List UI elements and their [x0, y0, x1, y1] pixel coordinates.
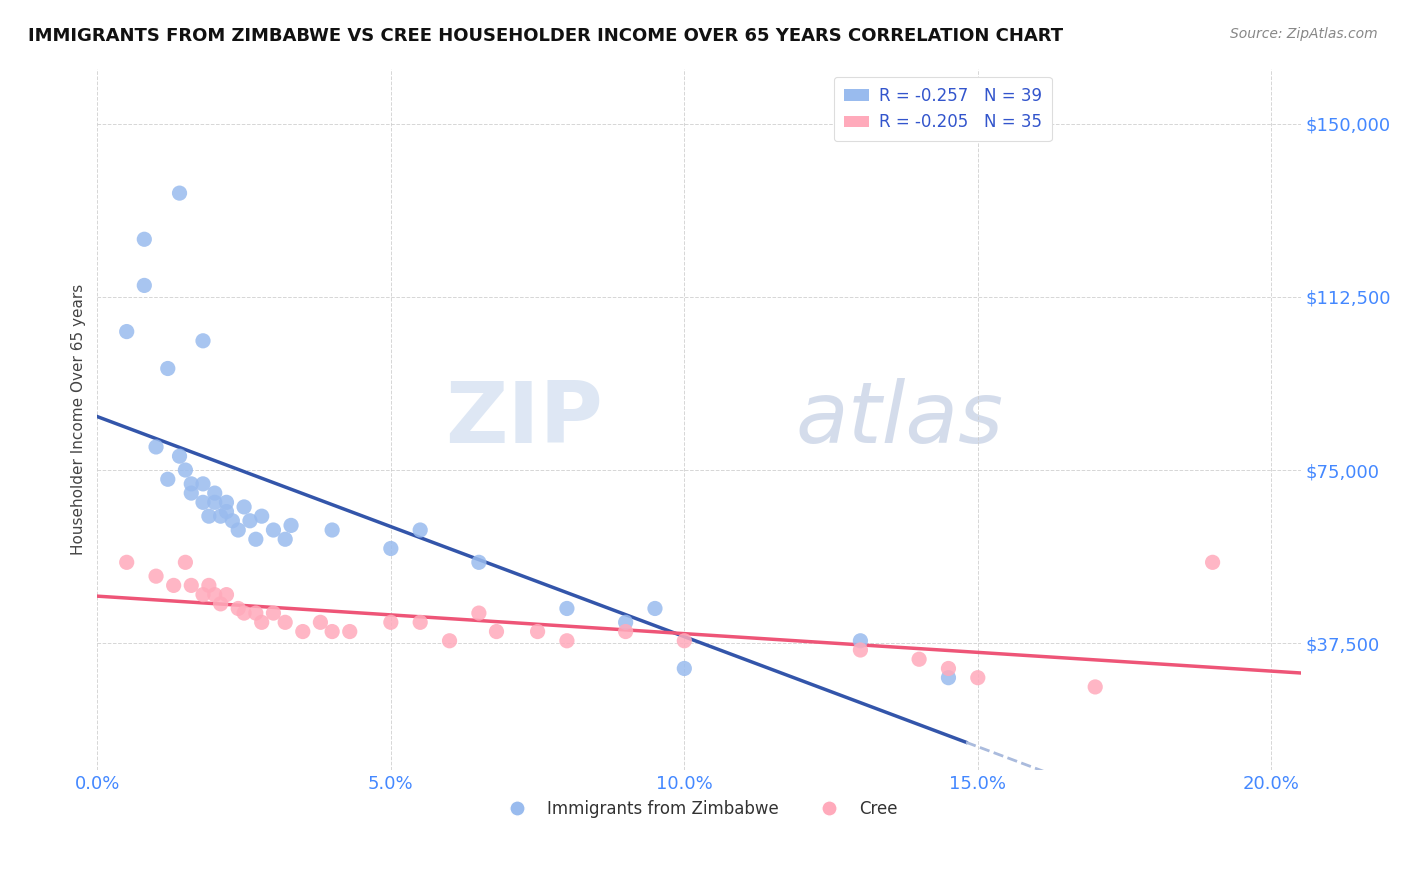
Point [191, 495, 214, 509]
Point [156, 472, 179, 486]
Point [250, 509, 273, 524]
Point [180, 476, 202, 491]
Point [134, 278, 156, 293]
Point [321, 624, 343, 639]
Point [339, 624, 361, 639]
Point [209, 509, 232, 524]
Text: Source: ZipAtlas.com: Source: ZipAtlas.com [1230, 27, 1378, 41]
Point [215, 504, 238, 518]
Point [485, 624, 508, 639]
Point [215, 495, 238, 509]
Point [204, 495, 226, 509]
Point [180, 578, 202, 592]
Text: atlas: atlas [796, 377, 1004, 461]
Text: IMMIGRANTS FROM ZIMBABWE VS CREE HOUSEHOLDER INCOME OVER 65 YEARS CORRELATION CH: IMMIGRANTS FROM ZIMBABWE VS CREE HOUSEHO… [28, 27, 1063, 45]
Point [115, 555, 138, 569]
Point [321, 523, 343, 537]
Point [439, 633, 461, 648]
Legend: Immigrants from Zimbabwe, Cree: Immigrants from Zimbabwe, Cree [494, 794, 904, 825]
Point [1201, 555, 1223, 569]
Y-axis label: Householder Income Over 65 years: Householder Income Over 65 years [72, 284, 86, 555]
Point [280, 518, 302, 533]
Point [849, 643, 872, 657]
Point [966, 671, 988, 685]
Point [409, 523, 432, 537]
Point [174, 555, 197, 569]
Point [274, 533, 297, 547]
Point [555, 633, 578, 648]
Point [938, 661, 960, 675]
Point [409, 615, 432, 630]
Point [908, 652, 931, 666]
Point [274, 615, 297, 630]
Point [204, 486, 226, 500]
Point [198, 578, 221, 592]
Point [169, 449, 191, 463]
Point [250, 615, 273, 630]
Point [233, 500, 256, 514]
Point [145, 569, 167, 583]
Point [204, 588, 226, 602]
Point [614, 615, 637, 630]
Point [526, 624, 548, 639]
Point [226, 601, 249, 615]
Point [673, 661, 696, 675]
Point [555, 601, 578, 615]
Point [134, 232, 156, 246]
Point [174, 463, 197, 477]
Point [191, 334, 214, 348]
Point [239, 514, 262, 528]
Point [309, 615, 332, 630]
Point [145, 440, 167, 454]
Point [938, 671, 960, 685]
Text: ZIP: ZIP [444, 377, 603, 461]
Point [226, 523, 249, 537]
Point [191, 588, 214, 602]
Point [614, 624, 637, 639]
Point [245, 606, 267, 620]
Point [644, 601, 666, 615]
Point [468, 555, 491, 569]
Point [262, 523, 284, 537]
Point [180, 486, 202, 500]
Point [156, 361, 179, 376]
Point [215, 588, 238, 602]
Point [380, 615, 402, 630]
Point [673, 633, 696, 648]
Point [380, 541, 402, 556]
Point [209, 597, 232, 611]
Point [1084, 680, 1107, 694]
Point [163, 578, 186, 592]
Point [245, 533, 267, 547]
Point [115, 325, 138, 339]
Point [221, 514, 243, 528]
Point [468, 606, 491, 620]
Point [169, 186, 191, 201]
Point [233, 606, 256, 620]
Point [191, 476, 214, 491]
Point [198, 509, 221, 524]
Point [262, 606, 284, 620]
Point [849, 633, 872, 648]
Point [291, 624, 314, 639]
